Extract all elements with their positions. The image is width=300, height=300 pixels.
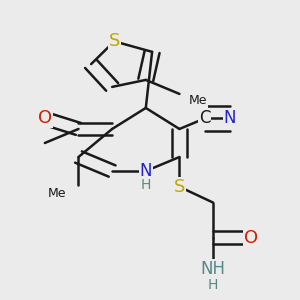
Text: N: N — [140, 162, 152, 180]
Text: Me: Me — [189, 94, 208, 107]
Text: N: N — [224, 110, 236, 128]
Text: NH: NH — [201, 260, 226, 278]
Text: O: O — [38, 110, 52, 128]
Text: S: S — [109, 32, 120, 50]
Text: S: S — [174, 178, 185, 196]
Text: H: H — [208, 278, 218, 292]
Text: Me: Me — [48, 187, 67, 200]
Text: H: H — [141, 178, 151, 192]
Text: O: O — [244, 229, 258, 247]
Text: C: C — [199, 110, 210, 128]
